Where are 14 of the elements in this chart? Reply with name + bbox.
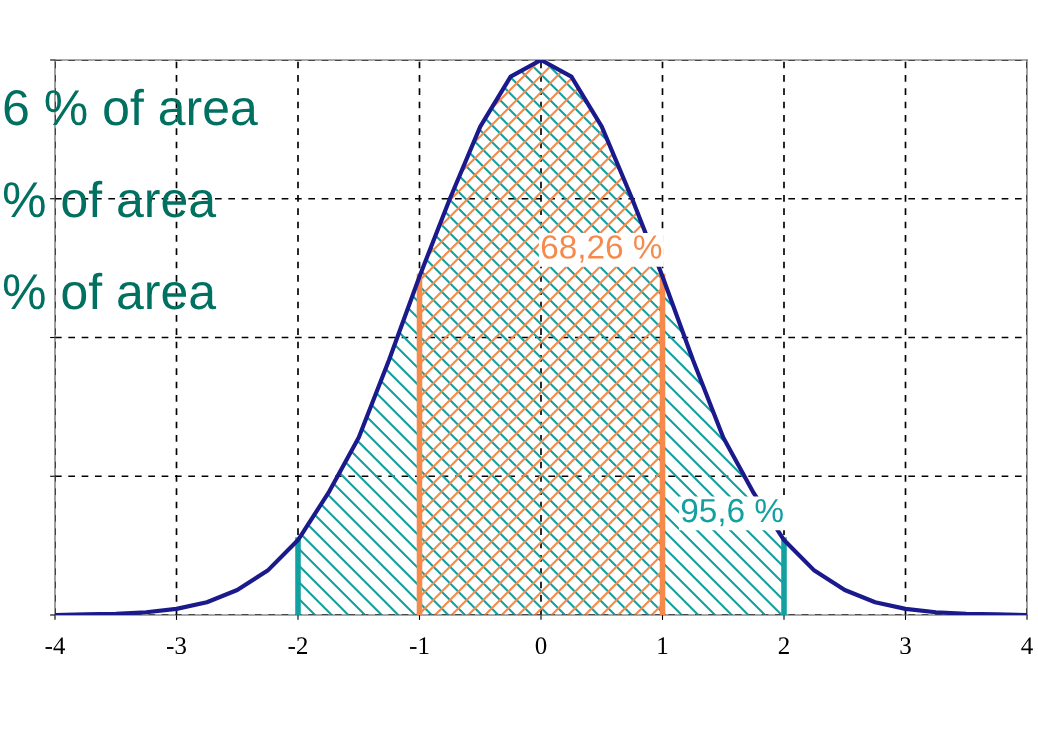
band-label: 95,6 %	[681, 498, 783, 527]
x-tick-label: 4	[1021, 637, 1033, 654]
annotation: % of area	[3, 272, 217, 310]
annotation: % of area	[3, 180, 217, 218]
band-label: 68,26 %	[541, 235, 662, 263]
x-tick-label: 0	[535, 637, 547, 655]
x-tick-label: -4	[45, 637, 66, 654]
x-tick-label: 3	[900, 637, 911, 655]
annotation: 6 % of area	[4, 88, 258, 126]
x-tick-label: -1	[410, 637, 429, 654]
x-tick-label: 2	[778, 637, 789, 654]
x-tick-label: -2	[288, 637, 308, 654]
x-tick-label: 1	[658, 637, 668, 654]
x-tick-label: -3	[167, 637, 186, 655]
